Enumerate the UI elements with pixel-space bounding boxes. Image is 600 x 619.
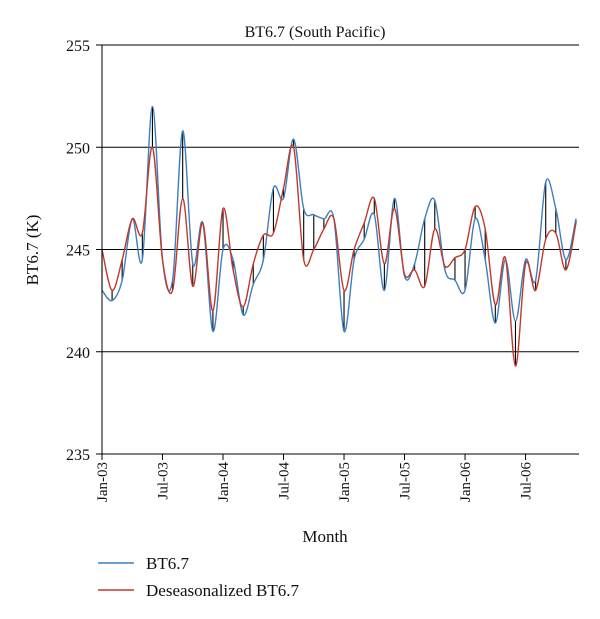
series-line-deseasonalized-bt67 (101, 144, 577, 367)
y-axis-ticks: 235 240 245 250 255 (66, 38, 102, 464)
x-tick-label: Jan-04 (216, 462, 232, 502)
x-tick-label: Jul-06 (519, 462, 535, 500)
legend-label: Deseasonalized BT6.7 (146, 581, 299, 600)
x-tick-label: Jul-05 (398, 462, 414, 500)
gridlines (102, 44, 579, 455)
legend: BT6.7 Deseasonalized BT6.7 (98, 554, 299, 600)
legend-label: BT6.7 (146, 554, 189, 573)
x-tick-label: Jan-03 (95, 462, 111, 502)
x-tick-label: Jan-05 (337, 462, 353, 502)
x-tick-label: Jul-04 (277, 462, 293, 500)
x-tick-label: Jul-03 (156, 462, 172, 500)
series-lines (101, 105, 577, 367)
chart-title: BT6.7 (South Pacific) (245, 24, 386, 41)
y-tick-label: 250 (66, 140, 90, 157)
x-axis-ticks: Jan-03 Jul-03 Jan-04 Jul-04 Jan-05 Jul-05 Jan-… (95, 454, 535, 502)
x-tick-label: Jan-06 (458, 462, 474, 502)
series-line-bt67 (101, 105, 577, 333)
y-tick-label: 235 (66, 447, 90, 464)
y-axis-label: BT6.7 (K) (23, 215, 42, 286)
y-tick-label: 245 (66, 243, 90, 260)
x-axis-label: Month (302, 527, 348, 546)
y-tick-label: 240 (66, 345, 90, 362)
y-tick-label: 255 (66, 38, 90, 55)
